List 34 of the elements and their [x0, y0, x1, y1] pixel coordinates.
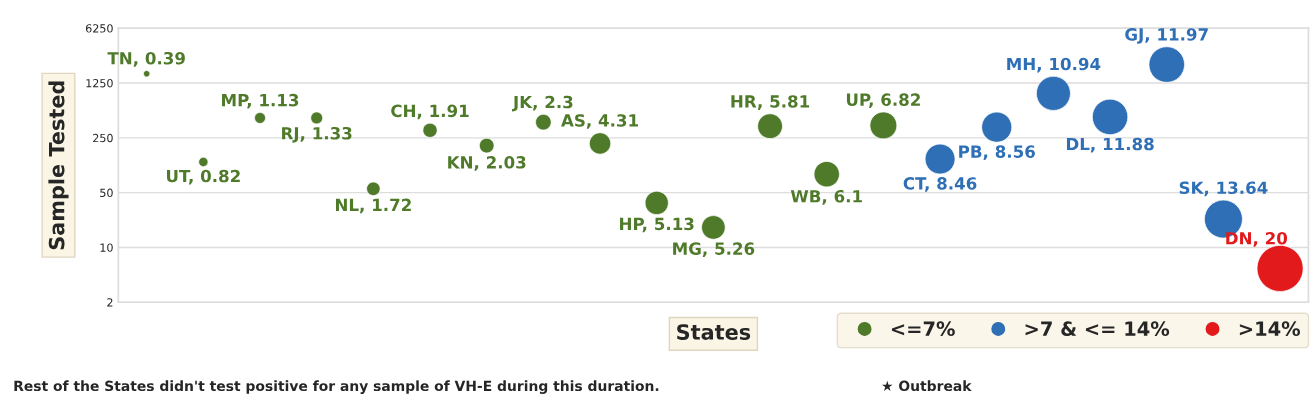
y-axis-title: Sample Tested	[48, 81, 69, 250]
annotation: KN, 2.03	[448, 156, 526, 171]
annotation: NL, 1.72	[335, 198, 411, 214]
legend-label: <=7%	[891, 321, 955, 337]
y-tick-label: 250	[93, 133, 113, 143]
annotation: CT, 8.46	[903, 177, 977, 192]
annotation: JK, 2.3	[512, 95, 573, 112]
text: ★ Outbreak	[881, 380, 972, 392]
annotation: MP, 1.13	[222, 93, 299, 109]
legend-label: >7 & <= 14%	[1025, 321, 1170, 337]
y-tick-label: 2	[107, 298, 113, 307]
annotation: TN, 0.39	[107, 51, 185, 67]
annotation: HP, 5.13	[620, 217, 694, 233]
annotation: DL, 11.88	[1066, 137, 1154, 153]
y-tick-label: 6250	[85, 24, 113, 33]
y-tick-label: 50	[100, 188, 113, 198]
annotation: SK, 13.64	[1179, 181, 1268, 197]
legend-label: >14%	[1239, 321, 1301, 337]
annotation: MH, 10.94	[1007, 57, 1101, 73]
annotation: GJ, 11.97	[1125, 28, 1208, 44]
annotation: UT, 0.82	[167, 169, 240, 185]
annotation: PB, 8.56	[959, 145, 1035, 161]
annotation: WB, 6.1	[790, 189, 862, 205]
x-axis-title: States	[677, 324, 751, 340]
annotation: CH, 1.91	[391, 104, 469, 120]
annotation: UP, 6.82	[846, 93, 920, 109]
annotation: AS, 4.31	[561, 114, 638, 129]
annotation: DN, 20	[1226, 231, 1288, 247]
annotation: RJ, 1.33	[282, 126, 352, 143]
y-tick-label: 1250	[86, 78, 113, 88]
annotation: MG, 5.26	[673, 242, 755, 258]
y-tick-label: 10	[100, 243, 113, 252]
annotation: HR, 5.81	[731, 95, 810, 110]
text: Rest of the States didn't test positive for any sample of VH-E during this duration.	[14, 380, 659, 394]
